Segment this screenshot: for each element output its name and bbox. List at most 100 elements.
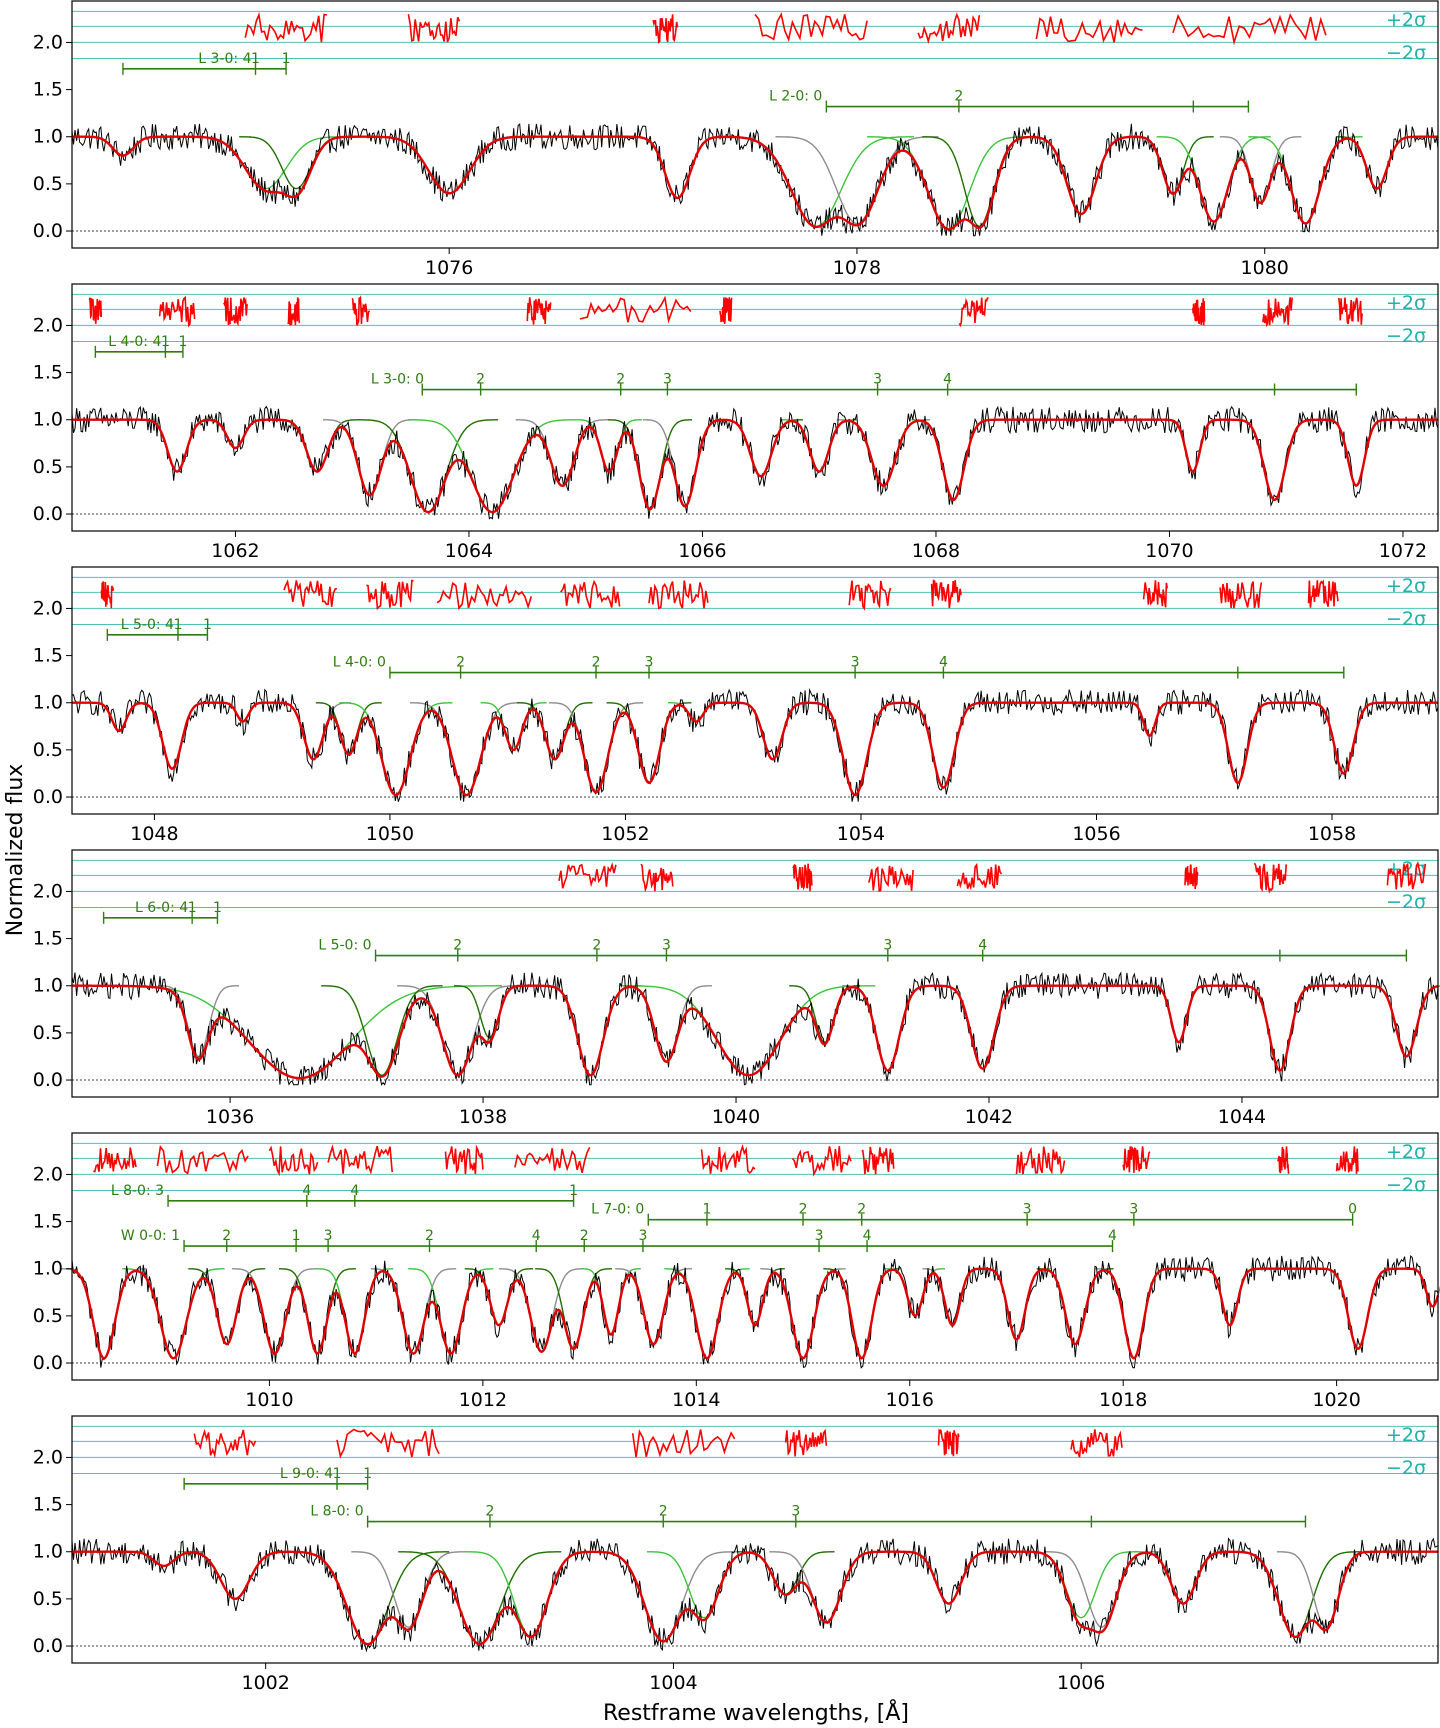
panel-5: +2σ−2σL 8-0: 3L 7-0: 0W 0-0: 14 4 11 2 2 3 3 02… xyxy=(33,1132,1440,1411)
line-id-level: 2 xyxy=(580,1228,589,1244)
x-tick-label: 1070 xyxy=(1145,540,1193,562)
residual-segment xyxy=(268,1145,319,1177)
sigma-plus-label: +2σ xyxy=(1386,292,1426,314)
residual-segment xyxy=(407,14,461,43)
line-id-label: L 8-0: 3 xyxy=(111,1183,164,1199)
line-id-level: 2 xyxy=(222,1228,231,1244)
residual-segment xyxy=(287,297,301,326)
line-id-label: L 5-0: 0 xyxy=(318,938,371,954)
x-tick-label: 1010 xyxy=(245,1389,293,1411)
sigma-minus-label: −2σ xyxy=(1386,42,1426,64)
residual-segment xyxy=(930,579,962,609)
line-id-label: L 4-0: 4 xyxy=(108,334,161,350)
residual-segment xyxy=(366,579,414,611)
line-id-label: L 8-0: 0 xyxy=(310,1504,363,1520)
residual-segment xyxy=(784,1428,828,1457)
y-tick-label: 2.0 xyxy=(33,1446,63,1468)
line-id-level: 4 xyxy=(939,655,948,671)
line-id-level: 3 xyxy=(663,372,672,388)
residual-segment xyxy=(1338,297,1363,325)
line-id-level: 4 xyxy=(978,938,987,954)
line-id-level: 4 xyxy=(943,372,952,388)
y-tick-label: 0.0 xyxy=(33,786,63,808)
residual-segment xyxy=(244,11,328,43)
total-model xyxy=(72,135,1438,231)
residual-segment xyxy=(1184,864,1199,890)
x-tick-label: 1038 xyxy=(459,1106,507,1128)
y-tick-label: 0.5 xyxy=(33,1022,63,1044)
residual-segment xyxy=(351,295,371,326)
observed-spectrum xyxy=(71,971,1439,1086)
x-tick-label: 1054 xyxy=(837,823,885,845)
line-id-label: L 5-0: 4 xyxy=(121,617,174,633)
x-tick-label: 1020 xyxy=(1312,1389,1360,1411)
sigma-minus-label: −2σ xyxy=(1386,608,1426,630)
x-tick-label: 1012 xyxy=(459,1389,507,1411)
x-tick-label: 1048 xyxy=(130,823,178,845)
residual-segment xyxy=(1277,1146,1290,1174)
line-id-level: 1 xyxy=(282,51,291,67)
y-tick-label: 0.0 xyxy=(33,503,63,525)
y-tick-label: 1.0 xyxy=(33,975,63,997)
panel-1: +2σ −2σ L 3-0: 4 L 2-0: 0 1 1 2 0.0 0.5 1.0 1.5 2.0… xyxy=(33,0,1439,279)
line-id-level: 2 xyxy=(659,1504,668,1520)
total-model xyxy=(71,1267,1440,1360)
y-tick-label: 0.5 xyxy=(33,1305,63,1327)
x-tick-label: 1080 xyxy=(1241,257,1289,279)
residual-segment xyxy=(579,295,692,324)
panel-3: +2σ −2σ L 5-0: 4 L 4-0: 0 1 1 2 2 3 3 4 0.0 0.5 1.0 1.… xyxy=(33,566,1439,845)
line-id-level: 3 xyxy=(883,938,892,954)
line-id-label: L 2-0: 0 xyxy=(769,89,822,105)
residual-segment xyxy=(88,297,102,324)
x-tick-label: 1040 xyxy=(712,1106,760,1128)
residual-segment xyxy=(100,581,114,609)
line-id-level: 2 xyxy=(476,372,485,388)
line-id-level: 1 xyxy=(363,1466,372,1482)
sigma-minus-label: −2σ xyxy=(1386,891,1426,913)
line-id-level: 3 xyxy=(662,938,671,954)
line-id-level: 1 xyxy=(188,900,197,916)
line-id-level: 1 xyxy=(161,334,170,350)
residual-segment xyxy=(958,297,989,328)
total-model xyxy=(72,984,1439,1080)
residual-segment xyxy=(1142,580,1168,608)
x-tick-label: 1014 xyxy=(672,1389,720,1411)
y-tick-label: 2.0 xyxy=(33,314,63,336)
residual-segment xyxy=(917,12,981,45)
panel-background xyxy=(72,284,1438,531)
residual-segment xyxy=(1262,297,1293,328)
panel-4: +2σ−2σL 6-0: 4L 5-0: 01 12 2 3 3 40.00.51.01.… xyxy=(33,849,1440,1128)
line-id-level: 3 xyxy=(1023,1202,1032,1218)
x-tick-label: 1018 xyxy=(1099,1389,1147,1411)
residual-segment xyxy=(336,1428,440,1459)
y-tick-label: 2.0 xyxy=(33,597,63,619)
total-model xyxy=(72,1550,1438,1646)
y-tick-label: 0.0 xyxy=(33,1352,63,1374)
y-tick-label: 0.0 xyxy=(33,1069,63,1091)
line-id-level: 3 xyxy=(791,1504,800,1520)
line-id-label: L 4-0: 0 xyxy=(333,655,386,671)
line-id-level: 2 xyxy=(592,938,601,954)
x-tick-label: 1002 xyxy=(242,1672,290,1694)
line-id-level: 2 xyxy=(799,1202,808,1218)
line-id-level: 2 xyxy=(485,1504,494,1520)
line-id-level: 1 xyxy=(213,900,222,916)
y-tick-label: 2.0 xyxy=(33,1163,63,1185)
spectrum-panels: +2σ−2σL 3-0: 4L 2-0: 01 120.00.51.01.52.0… xyxy=(33,0,1440,1694)
line-id-level: 2 xyxy=(592,655,601,671)
residual-segment xyxy=(436,581,533,611)
residual-segment xyxy=(327,1144,393,1175)
y-tick-label: 0.5 xyxy=(33,739,63,761)
y-tick-label: 1.5 xyxy=(33,1494,63,1516)
line-id-level: 2 xyxy=(425,1228,434,1244)
x-tick-label: 1072 xyxy=(1379,540,1427,562)
residual-segment xyxy=(1219,581,1263,609)
residual-segment xyxy=(193,1428,257,1459)
y-tick-label: 1.0 xyxy=(33,1541,63,1563)
residual-segment xyxy=(514,1146,591,1173)
line-id-label: L 3-0: 0 xyxy=(371,372,424,388)
sigma-minus-label: −2σ xyxy=(1386,1457,1426,1479)
residual-segment xyxy=(1307,579,1339,608)
line-id-level: 2 xyxy=(456,655,465,671)
